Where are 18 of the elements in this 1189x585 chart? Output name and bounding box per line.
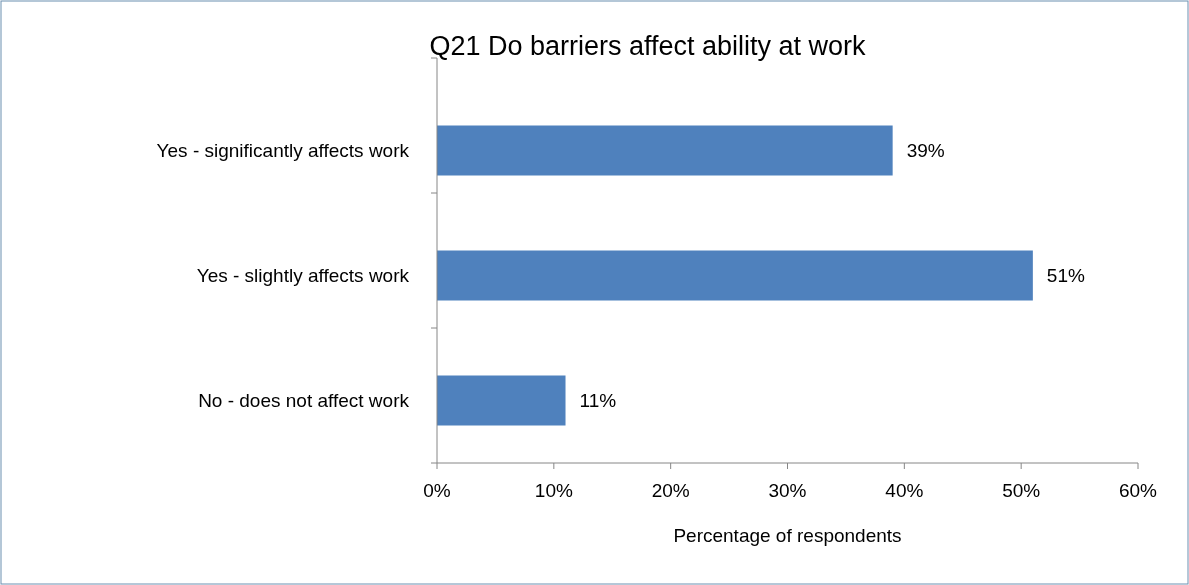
bar — [437, 375, 566, 426]
x-tick-label: 20% — [651, 480, 690, 501]
x-tick-label: 0% — [423, 480, 451, 501]
y-tick-label: Yes - slightly affects work — [196, 265, 410, 287]
y-tick-label: Yes - significantly affects work — [156, 140, 410, 162]
x-tick-label: 50% — [1002, 480, 1041, 501]
x-tick-label: 40% — [885, 480, 924, 501]
bar — [437, 250, 1033, 301]
x-axis-title: Percentage of respondents — [673, 525, 902, 546]
data-label: 51% — [1046, 265, 1085, 287]
data-label: 39% — [906, 140, 945, 162]
x-tick-label: 30% — [768, 480, 807, 501]
chart-title: Q21 Do barriers affect ability at work — [429, 31, 867, 61]
bar — [437, 125, 893, 176]
data-label: 11% — [579, 390, 617, 412]
x-tick-label: 60% — [1118, 480, 1158, 501]
x-tick-label: 10% — [534, 480, 573, 501]
y-tick-label: No - does not affect work — [198, 390, 410, 412]
